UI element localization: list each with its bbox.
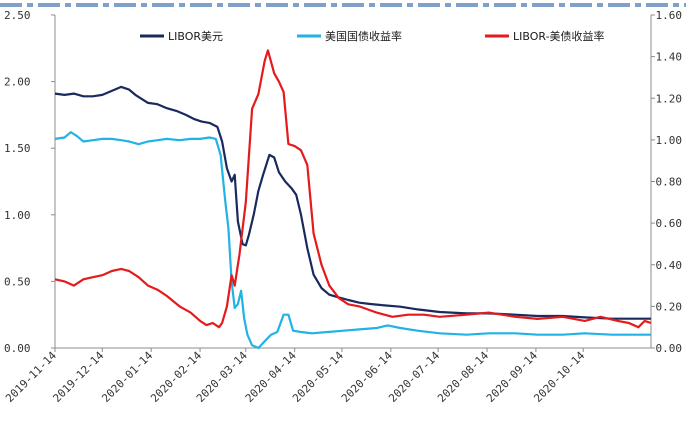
- legend-label: LIBOR美元: [168, 30, 223, 43]
- right-tick-label: 1.60: [656, 9, 683, 22]
- right-axis-ticks: 0.00 0.20 0.40 0.60 0.80 1.00 1.20 1.40 1.60: [651, 9, 682, 355]
- left-tick-label: 2.00: [4, 76, 31, 89]
- legend-label: LIBOR-美债收益率: [513, 29, 605, 43]
- right-tick-label: 0.20: [656, 300, 683, 313]
- left-tick-label: 0.00: [4, 342, 31, 355]
- series-us-treasury-yield-line: [54, 131, 651, 350]
- x-tick-label: 2020-01-14: [99, 349, 155, 405]
- x-axis-ticks: 2019-11-142019-12-142020-01-142020-02-14…: [3, 348, 588, 405]
- left-tick-label: 0.50: [4, 275, 31, 288]
- left-tick-label: 2.50: [4, 9, 31, 22]
- right-tick-label: 0.40: [656, 259, 683, 272]
- x-tick-label: 2020-08-14: [435, 349, 491, 405]
- legend-label: 美国国债收益率: [325, 29, 402, 43]
- legend-item-libor-minus-treasury: LIBOR-美债收益率: [485, 29, 605, 43]
- x-tick-label: 2020-10-14: [531, 349, 587, 405]
- series-lines: [54, 49, 652, 350]
- right-tick-label: 0.80: [656, 176, 683, 189]
- series-libor-minus-treasury-line: [54, 49, 652, 329]
- legend-item-us-treasury-yield: 美国国债收益率: [297, 29, 402, 43]
- right-tick-label: 0.60: [656, 217, 683, 230]
- right-tick-label: 1.40: [656, 51, 683, 64]
- left-tick-label: 1.50: [4, 142, 31, 155]
- left-axis-ticks: 0.00 0.50 1.00 1.50 2.00 2.50: [4, 9, 55, 355]
- series-libor-usd-line: [54, 85, 651, 320]
- legend-item-libor-usd: LIBOR美元: [140, 30, 223, 43]
- right-tick-label: 1.20: [656, 92, 683, 105]
- x-tick-label: 2019-12-14: [50, 349, 106, 405]
- left-tick-label: 1.00: [4, 209, 31, 222]
- x-tick-label: 2020-07-14: [386, 349, 442, 405]
- x-tick-label: 2020-05-14: [290, 349, 346, 405]
- right-tick-label: 1.00: [656, 134, 683, 147]
- right-tick-label: 0.00: [656, 342, 683, 355]
- legend: LIBOR美元 美国国债收益率 LIBOR-美债收益率: [140, 29, 605, 43]
- axes: [54, 15, 652, 349]
